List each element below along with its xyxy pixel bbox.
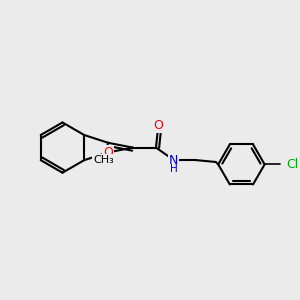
Text: CH₃: CH₃ — [93, 155, 114, 165]
Text: H: H — [170, 164, 178, 174]
Text: Cl: Cl — [286, 158, 298, 171]
Text: O: O — [103, 146, 113, 159]
Text: O: O — [153, 119, 163, 132]
Text: N: N — [169, 154, 178, 166]
